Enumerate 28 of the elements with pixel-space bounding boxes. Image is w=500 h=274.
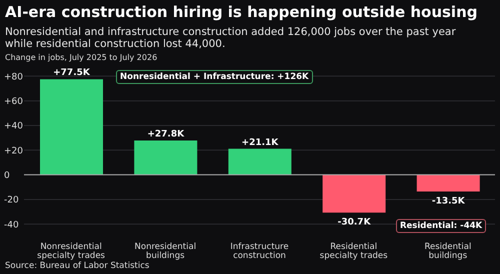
bar xyxy=(416,174,480,192)
bar xyxy=(134,140,198,175)
y-axis-title: Change in jobs, July 2025 to July 2026 xyxy=(5,53,158,62)
data-label: +21.1K xyxy=(242,138,280,148)
x-tick-label: Residential specialty trades xyxy=(320,242,388,261)
chart-title: AI-era construction hiring is happening outside housing xyxy=(5,3,478,21)
x-tick-label: Nonresidential specialty trades xyxy=(37,242,106,261)
chart-subtitle: Nonresidential and infrastructure construction added 126,000 jobs over the past year while residential construction lost 44,000. xyxy=(5,26,457,50)
y-tick-label: +80 xyxy=(4,72,24,82)
y-tick-label: +40 xyxy=(4,122,24,132)
data-label: -13.5K xyxy=(432,196,466,206)
bar xyxy=(228,148,292,175)
annotation: Nonresidential + Infrastructure: +126K xyxy=(116,70,313,84)
source-note: Source: Bureau of Labor Statistics xyxy=(5,261,150,271)
y-tick-label: -40 xyxy=(4,220,19,230)
y-tick-label: 0 xyxy=(4,171,10,182)
y-tick-label: +20 xyxy=(4,146,24,156)
bar xyxy=(322,174,386,213)
data-label: +27.8K xyxy=(147,130,186,140)
x-tick-label: Residential buildings xyxy=(424,242,472,261)
x-tick-label: Infrastructure construction xyxy=(230,242,289,261)
data-label: -30.7K xyxy=(338,218,372,228)
y-tick-label: +60 xyxy=(4,97,24,108)
bar xyxy=(40,79,103,175)
x-tick-label: Nonresidential buildings xyxy=(134,242,196,261)
data-label: +77.5K xyxy=(53,68,91,78)
y-tick-label: -20 xyxy=(4,196,19,206)
annotation: Residential: -44K xyxy=(396,219,486,233)
